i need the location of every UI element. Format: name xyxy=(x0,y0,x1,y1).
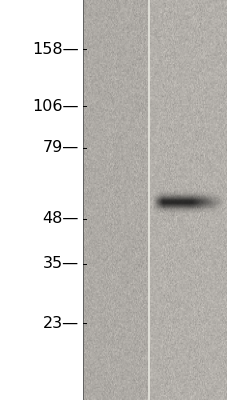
Text: 35—: 35— xyxy=(42,256,78,271)
Text: 158—: 158— xyxy=(32,42,78,57)
Text: 79—: 79— xyxy=(42,140,78,156)
Text: 106—: 106— xyxy=(32,99,78,114)
Text: 23—: 23— xyxy=(42,316,78,331)
Text: 48—: 48— xyxy=(42,211,78,226)
